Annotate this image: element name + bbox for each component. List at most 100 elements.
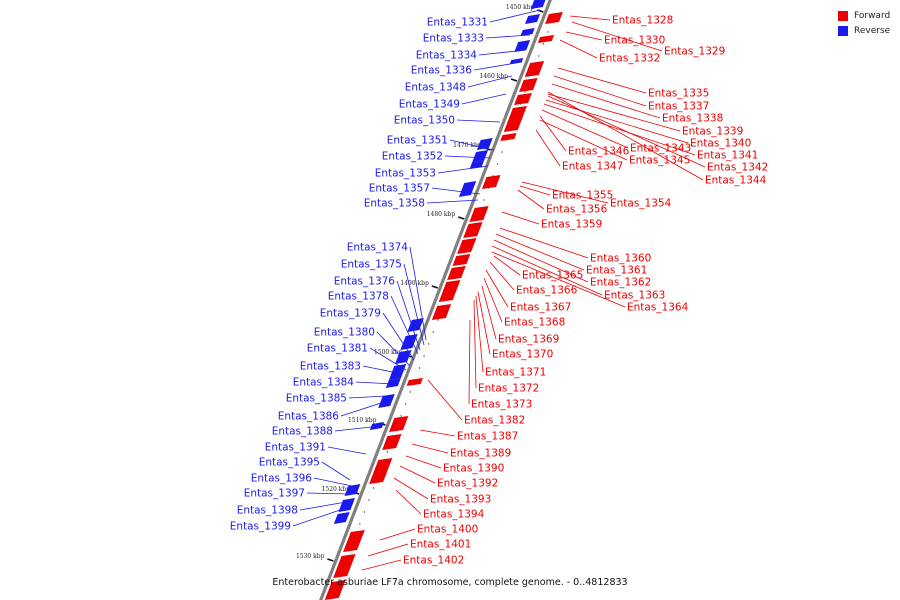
leader-line (517, 189, 545, 210)
minor-tick-dot (501, 151, 503, 153)
leader-line (467, 75, 513, 88)
forward-gene (389, 416, 409, 432)
leader-line (485, 269, 509, 308)
gene-label-forward: Entas_1337 (648, 101, 709, 113)
tick-mark (327, 558, 334, 562)
legend-label-forward: Forward (854, 11, 891, 21)
gene-label-reverse: Entas_1336 (411, 65, 473, 77)
forward-gene (545, 12, 563, 24)
forward-gene (519, 78, 538, 92)
reverse-gene (509, 58, 524, 64)
gene-label-reverse: Entas_1397 (244, 488, 305, 500)
forward-gene (457, 238, 477, 254)
gene-label-forward: Entas_1345 (629, 155, 690, 167)
minor-tick-dot (427, 343, 430, 345)
leader-line (382, 312, 415, 361)
minor-tick-dot (542, 43, 545, 45)
leader-line (547, 91, 704, 181)
reverse-gene (472, 150, 489, 162)
leader-line (477, 291, 491, 355)
forward-swatch (838, 11, 848, 21)
gene-label-forward: Entas_1347 (562, 161, 623, 173)
legend-item-forward: Forward (838, 9, 900, 23)
gene-label-forward: Entas_1343 (630, 143, 691, 155)
forward-gene (371, 458, 393, 478)
gene-label-forward: Entas_1370 (492, 349, 553, 361)
gene-label-reverse: Entas_1378 (328, 291, 389, 303)
leader-line (483, 277, 503, 323)
leader-line (553, 75, 647, 107)
gene-label-forward: Entas_1392 (437, 478, 498, 490)
minor-tick-dot (359, 523, 361, 525)
minor-tick-dot (418, 367, 421, 369)
gene-label-forward: Entas_1382 (464, 415, 525, 427)
gene-label-forward: Entas_1328 (612, 15, 673, 27)
leader-line (396, 280, 421, 351)
tick-mark (457, 216, 465, 220)
gene-label-forward: Entas_1365 (522, 270, 583, 282)
gene-label-forward: Entas_1401 (410, 539, 471, 551)
leader-line (431, 187, 481, 195)
gene-label-reverse: Entas_1352 (382, 151, 443, 163)
leader-line (473, 61, 523, 71)
leader-line (539, 119, 628, 161)
leader-line (395, 489, 422, 515)
forward-gene (431, 304, 452, 320)
gene-label-reverse: Entas_1395 (259, 457, 320, 469)
gene-label-forward: Entas_1371 (485, 367, 546, 379)
gene-label-forward: Entas_1362 (590, 277, 651, 289)
reverse-gene (395, 350, 412, 364)
legend-item-reverse: Reverse (838, 24, 900, 38)
leader-line (565, 31, 603, 41)
leader-line (327, 446, 367, 455)
minor-tick-dot (372, 487, 375, 489)
gene-label-forward: Entas_1330 (604, 35, 665, 47)
gene-label-reverse: Entas_1331 (427, 17, 488, 29)
tick-label: 1500 kbp (374, 349, 403, 356)
tick-label: 1470 kbp (453, 142, 482, 149)
gene-label-forward: Entas_1332 (599, 53, 660, 65)
forward-gene (500, 133, 517, 141)
leader-line (348, 395, 387, 399)
gene-label-forward: Entas_1389 (450, 448, 511, 460)
forward-gene (324, 580, 346, 600)
reverse-gene (333, 512, 350, 524)
gene-label-forward: Entas_1402 (403, 555, 464, 567)
leader-line (501, 211, 540, 225)
leader-line (468, 319, 471, 405)
gene-label-forward: Entas_1367 (510, 302, 571, 314)
gene-label-reverse: Entas_1380 (314, 327, 375, 339)
gene-label-forward: Entas_1329 (664, 46, 725, 58)
leader-line (535, 129, 561, 167)
tick-label: 1510 kbp (348, 417, 377, 424)
gene-label-reverse: Entas_1398 (237, 505, 298, 517)
gene-label-forward: Entas_1393 (430, 494, 491, 506)
gene-label-forward: Entas_1363 (604, 290, 665, 302)
minor-tick-dot (524, 91, 526, 93)
forward-gene (369, 474, 387, 484)
forward-gene (438, 280, 461, 302)
gene-label-reverse: Entas_1357 (369, 183, 430, 195)
minor-tick-dot (538, 55, 540, 57)
reverse-gene (530, 0, 546, 9)
reverse-swatch (838, 26, 848, 36)
leader-line (403, 263, 425, 346)
forward-gene (514, 93, 532, 105)
tick-label: 1530 kbp (296, 553, 325, 560)
gene-label-forward: Entas_1340 (690, 138, 751, 150)
forward-gene (333, 554, 356, 578)
chromosome-axis (319, 0, 552, 600)
gene-label-forward: Entas_1342 (707, 162, 768, 174)
minor-tick-dot (386, 451, 389, 453)
leader-line (519, 185, 551, 196)
leader-line (426, 199, 479, 204)
leader-line (491, 251, 626, 308)
tick-label: 1490 kbp (400, 280, 429, 287)
leader-line (390, 295, 419, 355)
leader-line (545, 99, 689, 144)
reverse-gene (514, 40, 531, 52)
gene-label-forward: Entas_1373 (471, 399, 532, 411)
minor-tick-dot (363, 511, 366, 513)
